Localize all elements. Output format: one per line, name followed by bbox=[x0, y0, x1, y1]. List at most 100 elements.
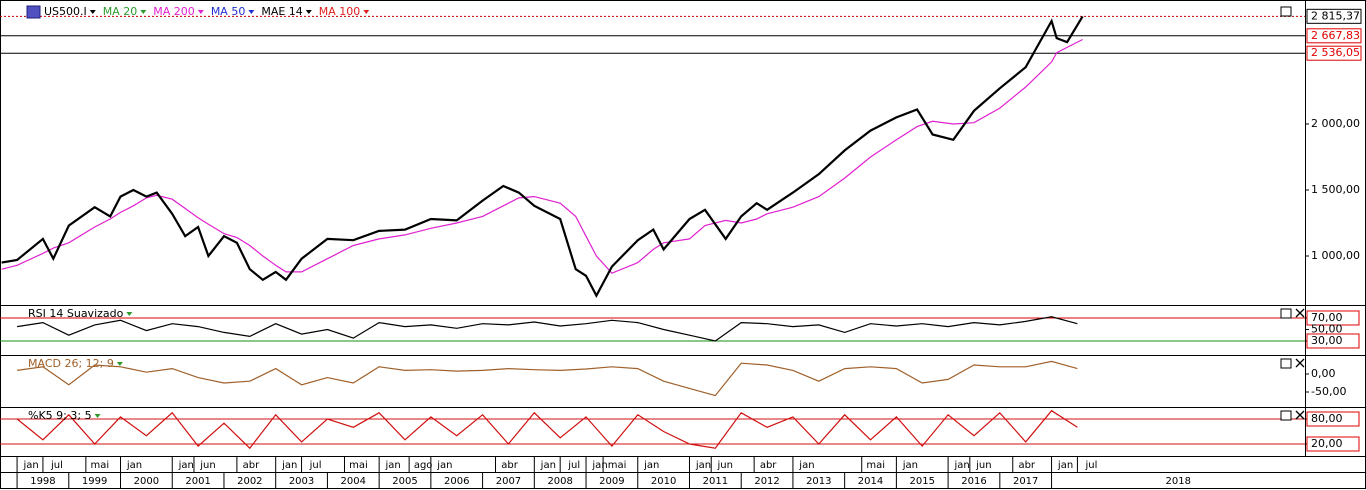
legend-dropdown bbox=[126, 312, 133, 316]
x-tick-label: jul bbox=[567, 460, 580, 471]
year-label: 2016 bbox=[961, 476, 986, 487]
x-tick-label: jul bbox=[50, 460, 63, 471]
x-tick-label: jun bbox=[975, 460, 991, 471]
indicator-title: RSI 14 Suavizado bbox=[28, 307, 124, 320]
y-tick-label: 70,00 bbox=[1311, 311, 1343, 324]
indicator-line bbox=[16, 409, 1078, 450]
x-tick-label: abr bbox=[1018, 460, 1035, 471]
x-tick-label: ago bbox=[414, 460, 433, 471]
year-label: 2003 bbox=[289, 476, 314, 487]
panel-close bbox=[1295, 358, 1305, 368]
legend-entry: MA 50 bbox=[211, 5, 246, 18]
y-tick-label: 80,00 bbox=[1311, 412, 1343, 425]
legend-entry: MA 20 bbox=[103, 5, 138, 18]
y-tick-label: 2 000,00 bbox=[1311, 117, 1360, 130]
panel-close bbox=[1295, 308, 1305, 318]
indicator-title: %K5 9; 3; 5 bbox=[28, 409, 92, 422]
year-label: 2010 bbox=[651, 476, 676, 487]
x-tick-label: jan bbox=[695, 460, 711, 471]
y-tick-label: 30,00 bbox=[1311, 334, 1343, 347]
y-tick-label: 20,00 bbox=[1311, 437, 1343, 450]
year-label: 2002 bbox=[237, 476, 262, 487]
y-tick-label: -50,00 bbox=[1311, 385, 1346, 398]
y-tick-label: 0,00 bbox=[1311, 367, 1336, 380]
x-tick-label: jun bbox=[716, 460, 732, 471]
y-tick-box bbox=[1306, 310, 1360, 326]
year-label: 2011 bbox=[703, 476, 728, 487]
x-tick-label: jan bbox=[1057, 460, 1073, 471]
year-label: 2009 bbox=[599, 476, 624, 487]
legend-entry: US500.I bbox=[44, 5, 87, 18]
x-tick-label: jan bbox=[385, 460, 401, 471]
x-tick-label: abr bbox=[501, 460, 518, 471]
x-tick-label: jan bbox=[281, 460, 297, 471]
x-tick-label: jan bbox=[178, 460, 194, 471]
level-box bbox=[1306, 45, 1362, 61]
x-tick-label: mai bbox=[608, 460, 627, 471]
indicator-line bbox=[17, 316, 1078, 342]
x-tick-label: jan bbox=[643, 460, 659, 471]
x-tick-label: abr bbox=[243, 460, 260, 471]
symbol-icon bbox=[26, 5, 41, 19]
legend-entry: MAE 14 bbox=[261, 5, 302, 18]
x-tick-label: jan bbox=[953, 460, 969, 471]
y-tick-label: 50,00 bbox=[1311, 322, 1343, 335]
panel-maximize bbox=[1280, 308, 1292, 319]
legend-dropdown bbox=[116, 362, 123, 366]
year-label: 2006 bbox=[444, 476, 469, 487]
x-tick-label: jul bbox=[309, 460, 322, 471]
year-label: 2015 bbox=[910, 476, 935, 487]
year-label: 1999 bbox=[82, 476, 107, 487]
legend-dropdown bbox=[248, 10, 255, 14]
y-tick-label: 1 000,00 bbox=[1311, 249, 1360, 262]
legend-entry: MA 100 bbox=[319, 5, 361, 18]
level-label: 2 536,05 bbox=[1311, 46, 1360, 59]
panel-close bbox=[1295, 410, 1305, 420]
x-tick-label: jan bbox=[436, 460, 452, 471]
year-label: 2005 bbox=[392, 476, 417, 487]
year-label: 2014 bbox=[858, 476, 883, 487]
series-line bbox=[1, 15, 1084, 298]
year-label: 2017 bbox=[1013, 476, 1038, 487]
x-tick-label: mai bbox=[866, 460, 885, 471]
level-box bbox=[1306, 28, 1362, 44]
x-tick-label: jun bbox=[199, 460, 215, 471]
year-label: 2013 bbox=[806, 476, 831, 487]
panel-maximize bbox=[1280, 358, 1292, 369]
x-tick-label: jan bbox=[22, 460, 38, 471]
series-line bbox=[1, 38, 1083, 274]
year-label: 2007 bbox=[496, 476, 521, 487]
x-tick-label: mai bbox=[349, 460, 368, 471]
legend-dropdown bbox=[197, 10, 204, 14]
x-tick-label: jan bbox=[902, 460, 918, 471]
indicator-title: MACD 26; 12; 9 bbox=[28, 357, 114, 370]
year-label: 2012 bbox=[754, 476, 779, 487]
year-label: 2004 bbox=[341, 476, 366, 487]
x-tick-label: mai bbox=[91, 460, 110, 471]
legend-dropdown bbox=[89, 10, 96, 14]
x-tick-label: abr bbox=[760, 460, 777, 471]
panel-maximize bbox=[1280, 410, 1292, 421]
year-label: 2000 bbox=[134, 476, 159, 487]
y-tick-box bbox=[1306, 436, 1360, 452]
x-tick-label: jan bbox=[540, 460, 556, 471]
year-label: 2001 bbox=[185, 476, 210, 487]
year-label: 2008 bbox=[547, 476, 572, 487]
legend-dropdown bbox=[363, 10, 370, 14]
indicator-line bbox=[17, 360, 1078, 397]
y-tick-box bbox=[1306, 411, 1360, 427]
y-tick-label: 1 500,00 bbox=[1311, 183, 1360, 196]
panel-maximize bbox=[1280, 6, 1292, 17]
x-tick-label: jul bbox=[1084, 460, 1097, 471]
legend-dropdown bbox=[140, 10, 147, 14]
legend-dropdown bbox=[94, 414, 101, 418]
x-tick-label: jan bbox=[591, 460, 607, 471]
last-price-box bbox=[1306, 8, 1362, 24]
year-label: 1998 bbox=[30, 476, 55, 487]
last-price-label: 2 815,37 bbox=[1311, 9, 1360, 22]
year-label: 2018 bbox=[1166, 476, 1191, 487]
x-tick-label: jan bbox=[126, 460, 142, 471]
legend-entry: MA 200 bbox=[153, 5, 195, 18]
